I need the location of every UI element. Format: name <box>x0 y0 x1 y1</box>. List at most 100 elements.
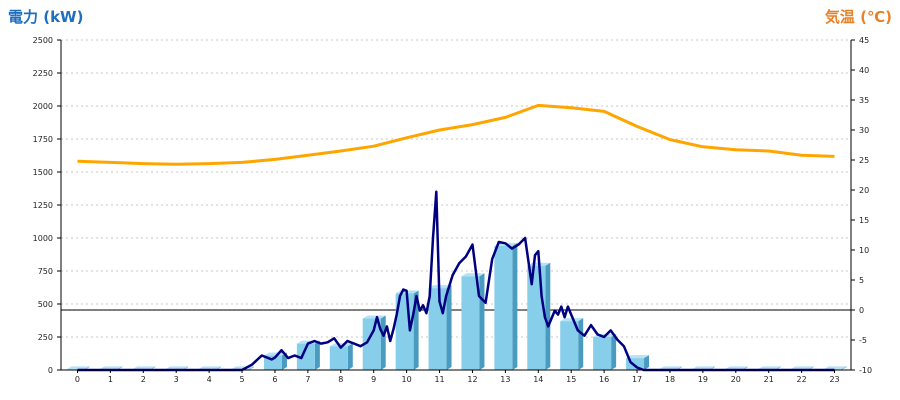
bar-side <box>611 334 617 370</box>
bar-top <box>691 366 715 370</box>
x-tick-label: 9 <box>371 375 376 384</box>
bar-front <box>560 321 579 370</box>
bar <box>560 318 584 370</box>
bar-top <box>132 366 156 370</box>
x-tick-label: 2 <box>141 375 146 384</box>
bar-side <box>512 242 518 370</box>
bar-front <box>329 346 348 370</box>
bar <box>362 315 386 370</box>
x-tick-label: 7 <box>305 375 310 384</box>
left-tick-label: 500 <box>38 300 53 309</box>
bar-top <box>198 366 222 370</box>
x-tick-label: 14 <box>533 375 543 384</box>
right-axis-title: 気温 (℃) <box>824 8 892 26</box>
left-axis-title: 電力 (kW) <box>8 8 84 26</box>
bar-front <box>593 337 612 370</box>
x-tick-label: 11 <box>434 375 444 384</box>
right-tick-label: 35 <box>859 96 869 105</box>
right-tick-label: 5 <box>859 276 864 285</box>
bar-side <box>479 273 485 370</box>
bar-front <box>428 288 447 370</box>
x-tick-label: 13 <box>500 375 510 384</box>
bars-layer <box>66 242 847 370</box>
bar-top <box>461 273 485 277</box>
bar-side <box>446 285 452 370</box>
bar <box>329 343 353 370</box>
bar-side <box>578 318 584 370</box>
left-tick-label: 2000 <box>33 102 53 111</box>
bar-side <box>644 355 650 370</box>
bar-top <box>66 366 90 370</box>
left-tick-label: 750 <box>38 267 53 276</box>
x-tick-label: 19 <box>698 375 708 384</box>
left-tick-label: 250 <box>38 333 53 342</box>
right-tick-label: 25 <box>859 156 869 165</box>
bar-front <box>494 245 513 370</box>
bar <box>593 334 617 370</box>
bar-front <box>527 265 546 370</box>
left-tick-label: 2500 <box>33 36 53 45</box>
bar-side <box>545 262 551 370</box>
grid-layer <box>61 39 851 338</box>
left-tick-label: 0 <box>48 366 53 375</box>
right-tick-label: 45 <box>859 36 869 45</box>
x-tick-label: 1 <box>108 375 113 384</box>
bar-side <box>347 343 353 370</box>
bar-top <box>560 318 584 322</box>
bar-front <box>362 318 381 370</box>
bar-top <box>790 366 814 370</box>
right-tick-label: 20 <box>859 186 869 195</box>
bar-top <box>658 366 682 370</box>
x-tick-label: 12 <box>467 375 477 384</box>
right-tick-label: 0 <box>859 306 864 315</box>
x-tick-label: 5 <box>239 375 244 384</box>
bar-top <box>362 315 386 319</box>
x-tick-label: 6 <box>272 375 277 384</box>
x-tick-label: 18 <box>665 375 675 384</box>
bar-top <box>329 343 353 347</box>
left-tick-label: 1250 <box>33 201 53 210</box>
left-tick-label: 1750 <box>33 135 53 144</box>
bar-top <box>99 366 123 370</box>
bar-top <box>757 366 781 370</box>
right-tick-label: -5 <box>859 336 867 345</box>
bar-front <box>461 276 480 370</box>
x-tick-label: 20 <box>731 375 741 384</box>
x-tick-label: 17 <box>632 375 642 384</box>
power-line <box>77 190 835 372</box>
x-tick-label: 16 <box>599 375 609 384</box>
x-tick-label: 0 <box>75 375 80 384</box>
axes-layer: 02505007501000125015001750200022502500-1… <box>33 36 872 384</box>
right-tick-label: 40 <box>859 66 869 75</box>
bar-side <box>314 340 320 370</box>
right-tick-label: 15 <box>859 216 869 225</box>
x-tick-label: 8 <box>338 375 343 384</box>
x-tick-label: 3 <box>174 375 179 384</box>
left-tick-label: 1000 <box>33 234 53 243</box>
x-tick-label: 10 <box>402 375 412 384</box>
bar <box>461 273 485 370</box>
x-tick-label: 23 <box>829 375 839 384</box>
temperature-line <box>77 103 835 166</box>
bar-side <box>380 315 386 370</box>
bar-top <box>823 366 847 370</box>
bar-front <box>296 343 315 370</box>
right-tick-label: -10 <box>859 366 872 375</box>
bar <box>626 355 650 370</box>
x-tick-label: 22 <box>797 375 807 384</box>
left-tick-label: 1500 <box>33 168 53 177</box>
bar-top <box>165 366 189 370</box>
bar-side <box>249 366 255 370</box>
right-tick-label: 10 <box>859 246 869 255</box>
left-tick-label: 2250 <box>33 69 53 78</box>
bar <box>494 242 518 370</box>
x-tick-label: 21 <box>764 375 774 384</box>
bar-top <box>263 352 287 356</box>
bar-front <box>626 358 645 370</box>
bar-top <box>724 366 748 370</box>
x-tick-label: 15 <box>566 375 576 384</box>
x-tick-label: 4 <box>207 375 212 384</box>
right-tick-label: 30 <box>859 126 869 135</box>
lines-layer <box>77 103 835 372</box>
